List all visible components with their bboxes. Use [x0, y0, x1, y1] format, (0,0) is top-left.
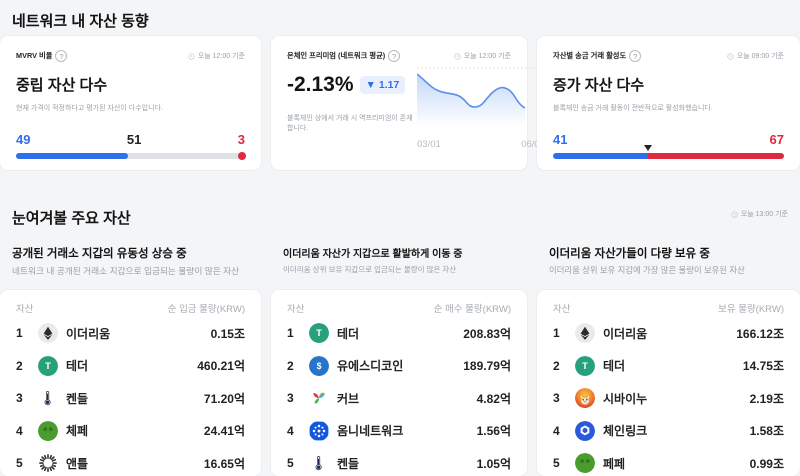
- svg-text:T: T: [45, 361, 51, 371]
- svg-text:$: $: [317, 361, 322, 371]
- svg-text:T: T: [316, 328, 322, 338]
- svg-text:T: T: [582, 361, 588, 371]
